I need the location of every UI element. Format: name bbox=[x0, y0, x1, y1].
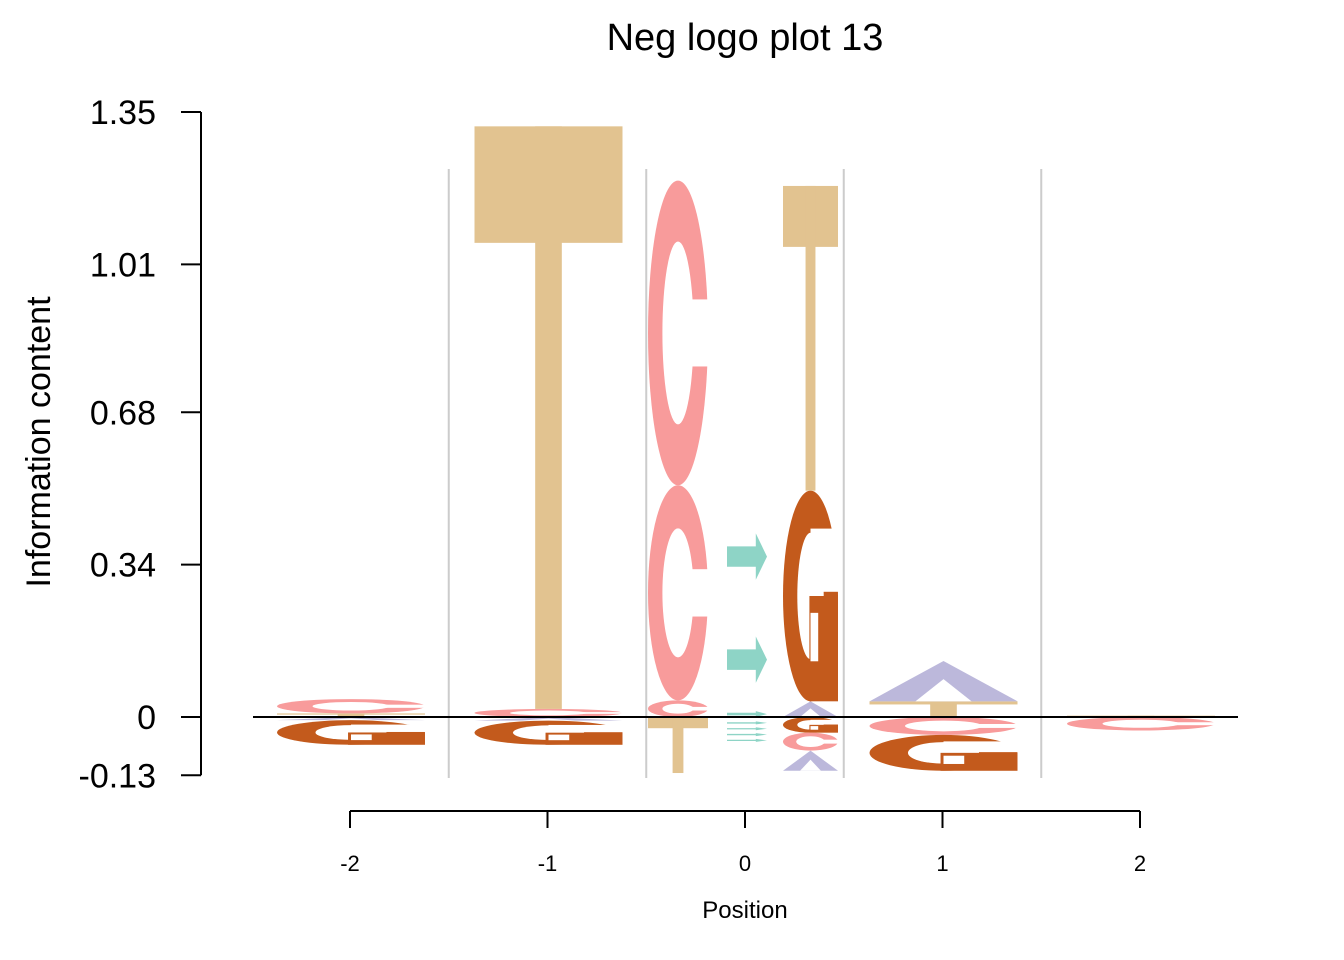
letter-G-glyph bbox=[783, 490, 839, 702]
letter-A-glyph bbox=[474, 717, 623, 721]
arrow-glyph bbox=[727, 727, 767, 731]
x-tick-label: 1 bbox=[936, 851, 948, 876]
y-tick-label: 1.35 bbox=[90, 94, 156, 132]
arrow-glyph bbox=[727, 711, 767, 717]
letter-G-glyph bbox=[474, 720, 624, 745]
y-tick-label: 0.34 bbox=[90, 547, 156, 585]
letter-C-glyph bbox=[648, 180, 709, 486]
arrow-glyph bbox=[727, 738, 767, 742]
letter-C-glyph bbox=[277, 699, 426, 714]
y-axis-label: Information content bbox=[20, 296, 58, 588]
letter-G-glyph bbox=[783, 717, 839, 733]
letter-T-glyph bbox=[783, 185, 838, 491]
letter-T-glyph bbox=[869, 701, 1018, 717]
letter-T-glyph bbox=[648, 717, 708, 774]
x-tick-label: 0 bbox=[739, 851, 751, 876]
letter-C-glyph bbox=[1067, 717, 1216, 731]
letter-C-glyph bbox=[474, 708, 624, 717]
arrow-glyph bbox=[727, 636, 767, 683]
column-separators bbox=[447, 169, 1043, 778]
arrow-glyph bbox=[727, 733, 767, 737]
x-axis-label: Position bbox=[702, 897, 787, 924]
letter-T-glyph bbox=[474, 126, 623, 709]
letter-A-glyph bbox=[277, 717, 425, 721]
letter-C-glyph bbox=[869, 717, 1019, 735]
logo-glyphs bbox=[277, 126, 1216, 774]
arrow-glyph bbox=[727, 533, 767, 580]
letter-A-glyph bbox=[869, 660, 1018, 702]
x-tick-label: -2 bbox=[340, 851, 360, 876]
y-axis: -0.13 0 0.34 0.68 1.01 1.35 bbox=[79, 94, 202, 795]
letter-C-glyph bbox=[648, 700, 709, 718]
x-axis: -2 -1 0 1 2 bbox=[340, 810, 1146, 876]
chart-title: Neg logo plot 13 bbox=[607, 17, 884, 59]
letter-T-glyph bbox=[277, 713, 425, 717]
y-tick-label: 0 bbox=[137, 699, 156, 737]
letter-G-glyph bbox=[869, 734, 1019, 771]
letter-G-glyph bbox=[277, 720, 426, 745]
y-tick-label: 1.01 bbox=[90, 246, 156, 284]
y-tick-label: -0.13 bbox=[79, 757, 157, 795]
arrow-glyph bbox=[727, 721, 767, 725]
x-tick-label: -1 bbox=[538, 851, 558, 876]
x-tick-label: 2 bbox=[1134, 851, 1146, 876]
letter-A-glyph bbox=[783, 701, 838, 717]
letter-A-glyph bbox=[783, 750, 838, 771]
letter-C-glyph bbox=[783, 732, 839, 751]
letter-C-glyph bbox=[648, 485, 709, 701]
y-tick-label: 0.68 bbox=[90, 394, 156, 432]
